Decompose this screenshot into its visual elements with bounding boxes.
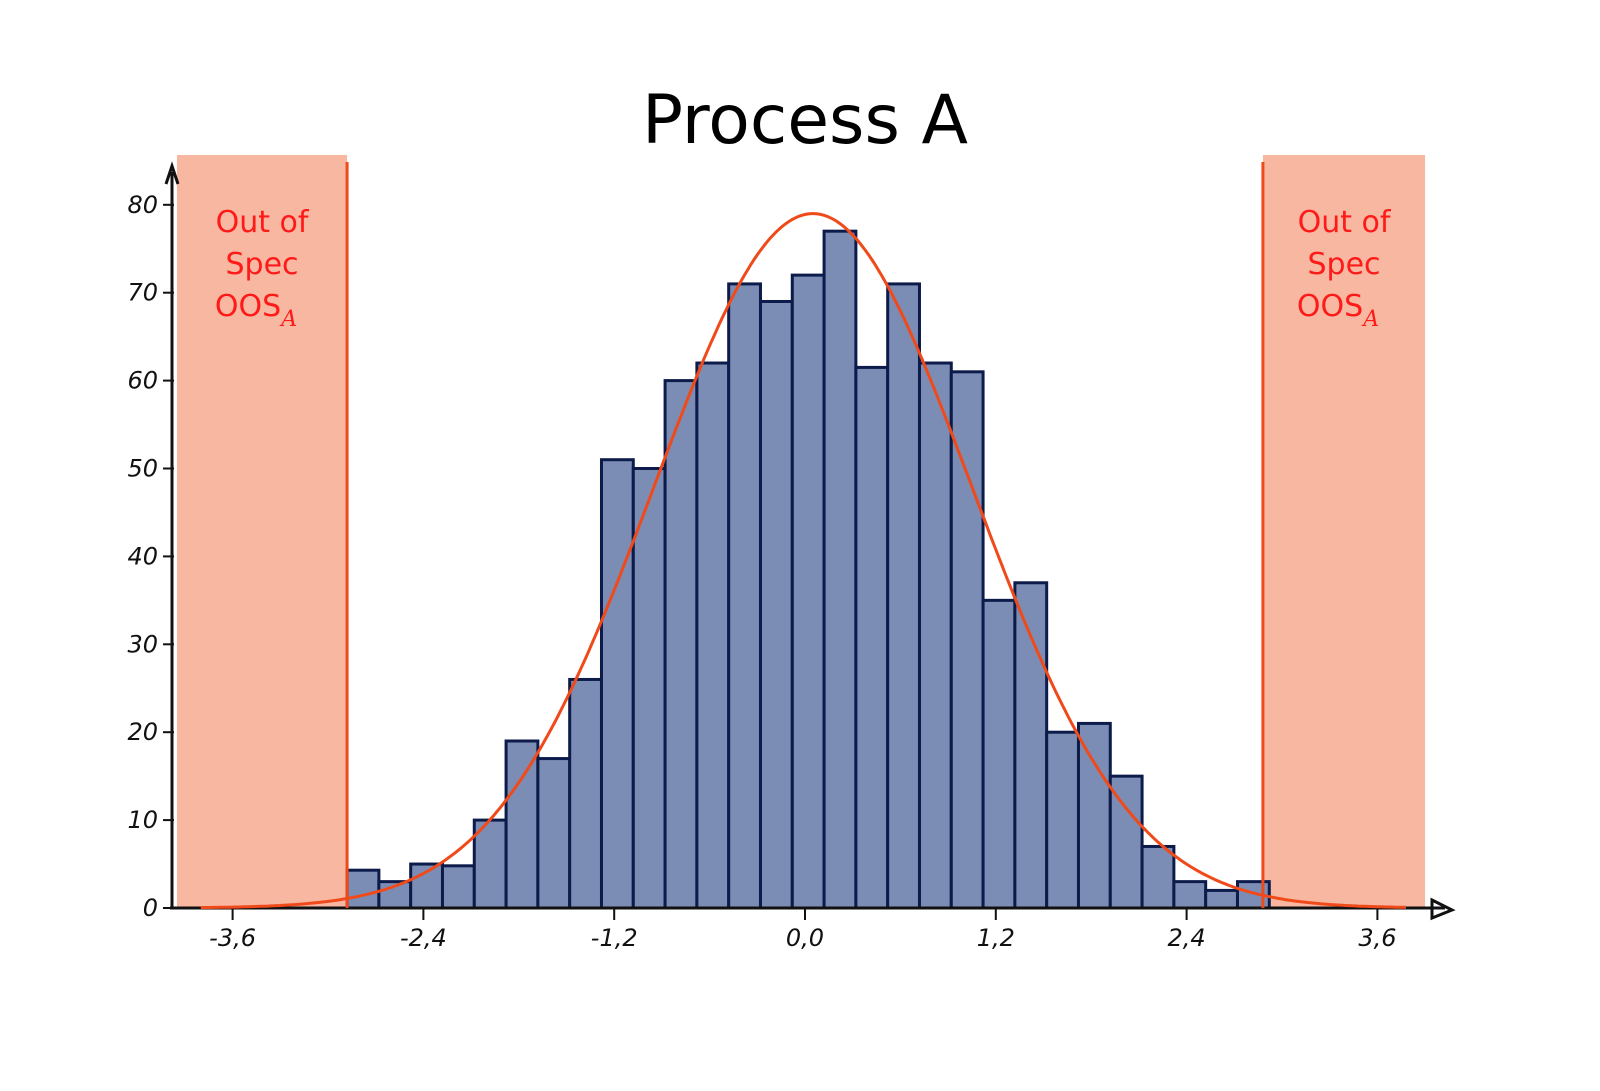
histogram-bar <box>568 677 603 910</box>
histogram-bar <box>886 282 921 910</box>
histogram-bar <box>727 282 762 910</box>
histogram-bar <box>695 361 731 910</box>
x-tick-label: -3,6 <box>209 924 256 952</box>
histogram-bar <box>949 370 985 910</box>
histogram-bar <box>1013 581 1049 910</box>
histogram-bar <box>1172 880 1208 910</box>
histogram-bar <box>599 458 635 910</box>
y-tick-label: 20 <box>127 718 158 746</box>
histogram-bar <box>345 868 381 910</box>
y-tick-label: 80 <box>127 191 158 219</box>
histogram-bar <box>1140 844 1176 910</box>
oos-label-line: Spec <box>225 247 298 282</box>
histogram-bar <box>917 361 953 910</box>
normal-fit-curve <box>200 212 1406 910</box>
y-tick-label: 50 <box>127 455 158 483</box>
y-tick-label: 30 <box>127 630 158 658</box>
oos-label-line: Out of <box>1298 205 1392 240</box>
y-tick-label: 70 <box>127 279 158 307</box>
x-tick-label: -1,2 <box>591 924 638 952</box>
oos-label-line: Spec <box>1307 247 1380 282</box>
histogram-bar <box>440 864 476 910</box>
x-tick-label: 3,6 <box>1358 924 1396 952</box>
histogram-bar <box>536 757 572 910</box>
histogram-bar <box>663 379 699 910</box>
histogram-bar <box>790 273 826 910</box>
histogram-bar <box>1204 888 1239 910</box>
y-tick-label: 60 <box>127 367 158 395</box>
oos-subscript: A <box>279 307 297 332</box>
histogram-bar <box>1076 721 1112 910</box>
histogram-bar <box>631 467 667 910</box>
oos-subscript: A <box>1361 307 1379 332</box>
x-tick-label: 2,4 <box>1168 924 1206 952</box>
y-tick-label: 10 <box>127 806 158 834</box>
oos-label-line: Out of <box>216 205 310 240</box>
y-tick-label: 40 <box>127 542 158 570</box>
histogram-bar <box>758 299 794 910</box>
x-axis-arrow <box>1430 897 1456 921</box>
histogram-bar <box>981 598 1017 910</box>
y-tick-label: 0 <box>143 894 158 922</box>
oos-region <box>176 155 348 908</box>
histogram-bar <box>854 365 890 910</box>
y-axis-arrow <box>164 161 180 185</box>
x-tick-label: 1,2 <box>977 924 1015 952</box>
x-tick-label: 0,0 <box>786 924 824 952</box>
histogram-bar <box>1045 730 1080 910</box>
histogram-bar <box>504 739 540 910</box>
x-tick-label: -2,4 <box>400 924 447 952</box>
histogram-bar <box>822 229 858 910</box>
chart-title: Process A <box>642 81 968 160</box>
oos-region <box>1262 155 1426 908</box>
